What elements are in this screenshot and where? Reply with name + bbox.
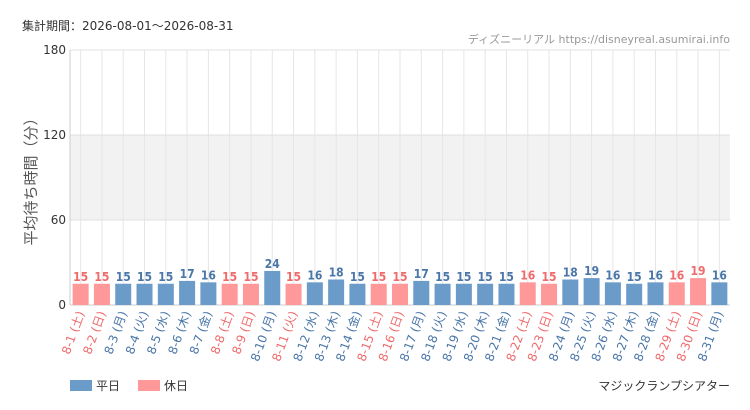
bar [392,283,408,305]
bar [583,278,600,305]
bar [690,278,707,305]
bar [306,282,323,305]
bar [93,283,110,305]
bar [264,271,281,305]
bar [604,282,621,305]
bar [349,283,366,305]
y-axis-label: 平均待ち時間（分） [22,110,40,245]
y-tick-label: 0 [58,298,66,312]
bar-value-label: 16 [307,268,322,282]
bar [477,283,494,305]
legend-weekday-swatch [70,380,92,391]
bar-value-label: 16 [669,268,684,282]
bar [221,283,238,305]
bar [285,283,302,305]
bar-value-label: 15 [116,270,131,284]
period-label: 集計期間：2026-08-01～2026-08-31 [22,18,233,33]
bar-value-label: 16 [520,268,535,282]
bar [562,279,579,305]
bar-value-label: 15 [499,270,514,284]
bar [519,282,536,305]
y-tick-label: 120 [43,128,66,142]
bar-value-label: 15 [542,270,557,284]
bar-value-label: 16 [712,268,727,282]
bar [498,283,515,305]
bar-value-label: 16 [648,268,663,282]
bar-value-label: 24 [265,257,281,271]
bar [115,283,132,305]
bar [157,283,174,305]
bar [72,283,89,305]
bar-value-label: 15 [627,270,642,284]
bar-value-label: 18 [563,266,578,280]
legend-holiday-label: 休日 [164,379,188,393]
bar [242,283,259,305]
bar [179,280,196,305]
bar-value-label: 19 [691,264,706,278]
bar-value-label: 15 [435,270,450,284]
bar-value-label: 19 [584,264,599,278]
bar-value-label: 18 [329,266,344,280]
bar-value-label: 15 [243,270,258,284]
bar-value-label: 15 [137,270,152,284]
legend: 平日 休日 [70,379,188,393]
bar [434,283,451,305]
bar-value-label: 16 [605,268,620,282]
legend-holiday-swatch [138,380,160,391]
bar-value-label: 15 [73,270,88,284]
bar [668,282,685,305]
bar [200,282,217,305]
attraction-name: マジックランプシアター [598,379,730,393]
bar-value-label: 15 [392,270,407,284]
bar-value-label: 15 [158,270,173,284]
bar-value-label: 15 [350,270,365,284]
bar-value-label: 15 [222,270,237,284]
y-tick-label: 180 [43,43,66,57]
bar-value-label: 15 [456,270,471,284]
source-label: ディズニーリアル https://disneyreal.asumirai.inf… [468,32,730,46]
bar [370,283,387,305]
legend-weekday-label: 平日 [96,379,120,393]
bar [136,283,153,305]
bar-value-label: 17 [414,267,429,281]
bar [626,283,643,305]
bar-value-label: 15 [286,270,301,284]
bar [647,282,664,305]
bar [455,283,472,305]
bar-value-label: 16 [201,268,216,282]
y-tick-label: 60 [51,213,66,227]
bar [541,283,558,305]
bar-value-label: 15 [371,270,386,284]
bar [711,282,728,305]
bar-value-label: 15 [94,270,109,284]
bar [413,280,430,305]
bar-value-label: 15 [478,270,493,284]
bar-value-label: 17 [180,267,195,281]
bar [328,279,345,305]
